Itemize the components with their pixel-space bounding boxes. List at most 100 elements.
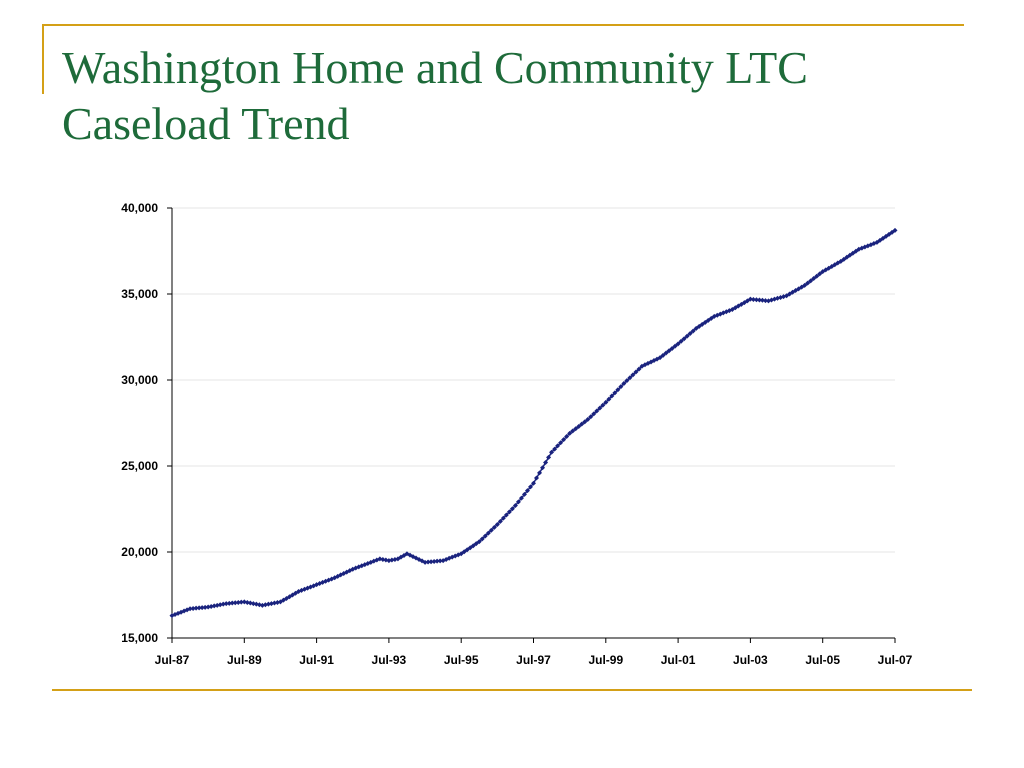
- data-point: [509, 506, 515, 512]
- data-point: [199, 605, 205, 611]
- data-point: [892, 227, 898, 233]
- slide-title: Washington Home and Community LTC Caselo…: [62, 40, 962, 152]
- data-point: [500, 515, 506, 521]
- data-point: [512, 503, 518, 509]
- data-point: [630, 372, 636, 378]
- data-point: [229, 600, 235, 606]
- data-point: [573, 426, 579, 432]
- data-point: [672, 343, 678, 349]
- data-point: [470, 543, 476, 549]
- data-point: [196, 605, 202, 611]
- y-tick-label: 25,000: [121, 459, 158, 473]
- y-tick-label: 15,000: [121, 631, 158, 645]
- data-point: [515, 499, 521, 505]
- data-point: [458, 551, 464, 557]
- data-point: [549, 449, 555, 455]
- data-point: [567, 430, 573, 436]
- data-point: [627, 375, 633, 381]
- data-point: [678, 338, 684, 344]
- data-point: [576, 423, 582, 429]
- data-point: [696, 323, 702, 329]
- data-point: [750, 296, 756, 302]
- data-point: [597, 405, 603, 411]
- data-point: [615, 387, 621, 393]
- data-point: [546, 454, 552, 460]
- data-point: [702, 319, 708, 325]
- data-point: [467, 545, 473, 551]
- data-point: [841, 256, 847, 262]
- data-point: [488, 527, 494, 533]
- data-point: [817, 271, 823, 277]
- data-point: [232, 600, 238, 606]
- data-point: [588, 414, 594, 420]
- data-point: [561, 437, 567, 443]
- data-point: [190, 605, 196, 611]
- data-point: [543, 460, 549, 466]
- data-point: [666, 348, 672, 354]
- data-point: [422, 559, 428, 565]
- data-point: [805, 280, 811, 286]
- data-point: [434, 558, 440, 564]
- data-point: [874, 239, 880, 245]
- data-point: [564, 433, 570, 439]
- data-point: [579, 421, 585, 427]
- data-point: [621, 380, 627, 386]
- data-point: [503, 512, 509, 518]
- data-point: [814, 273, 820, 279]
- data-point: [699, 321, 705, 327]
- series-line: [171, 229, 896, 617]
- data-point: [235, 599, 241, 605]
- y-tick-label: 20,000: [121, 545, 158, 559]
- x-tick-label: Jul-03: [733, 653, 768, 667]
- x-tick-label: Jul-87: [155, 653, 190, 667]
- data-point: [494, 521, 500, 527]
- data-point: [636, 366, 642, 372]
- data-point: [524, 488, 530, 494]
- data-point: [187, 606, 193, 612]
- x-tick-label: Jul-95: [444, 653, 479, 667]
- data-point: [600, 402, 606, 408]
- data-point: [585, 417, 591, 423]
- data-point: [690, 328, 696, 334]
- data-point: [612, 390, 618, 396]
- data-point: [802, 282, 808, 288]
- x-tick-label: Jul-05: [805, 653, 840, 667]
- data-point: [624, 378, 630, 384]
- data-point: [663, 350, 669, 356]
- data-point: [762, 298, 768, 304]
- data-point: [226, 600, 232, 606]
- data-point: [618, 384, 624, 390]
- data-point: [675, 341, 681, 347]
- data-point: [202, 604, 208, 610]
- data-point: [756, 297, 762, 303]
- data-point: [889, 229, 895, 235]
- x-tick-label: Jul-07: [878, 653, 913, 667]
- data-point: [811, 276, 817, 282]
- data-point: [527, 484, 533, 490]
- data-point: [747, 296, 753, 302]
- data-point: [223, 601, 229, 607]
- data-point: [705, 317, 711, 323]
- data-point: [428, 559, 434, 565]
- data-point: [844, 254, 850, 260]
- data-point: [518, 495, 524, 501]
- data-point: [555, 443, 561, 449]
- x-tick-label: Jul-89: [227, 653, 262, 667]
- data-point: [482, 533, 488, 539]
- data-point: [476, 539, 482, 545]
- data-point: [437, 558, 443, 564]
- data-point: [558, 440, 564, 446]
- x-tick-label: Jul-97: [516, 653, 551, 667]
- data-point: [684, 333, 690, 339]
- data-point: [582, 419, 588, 425]
- data-point: [464, 547, 470, 553]
- data-point: [552, 446, 558, 452]
- y-tick-label: 35,000: [121, 287, 158, 301]
- data-point: [669, 345, 675, 351]
- data-point: [838, 258, 844, 264]
- frame-top-line: [42, 24, 964, 26]
- x-tick-label: Jul-99: [588, 653, 623, 667]
- data-point: [850, 250, 856, 256]
- data-point: [521, 491, 527, 497]
